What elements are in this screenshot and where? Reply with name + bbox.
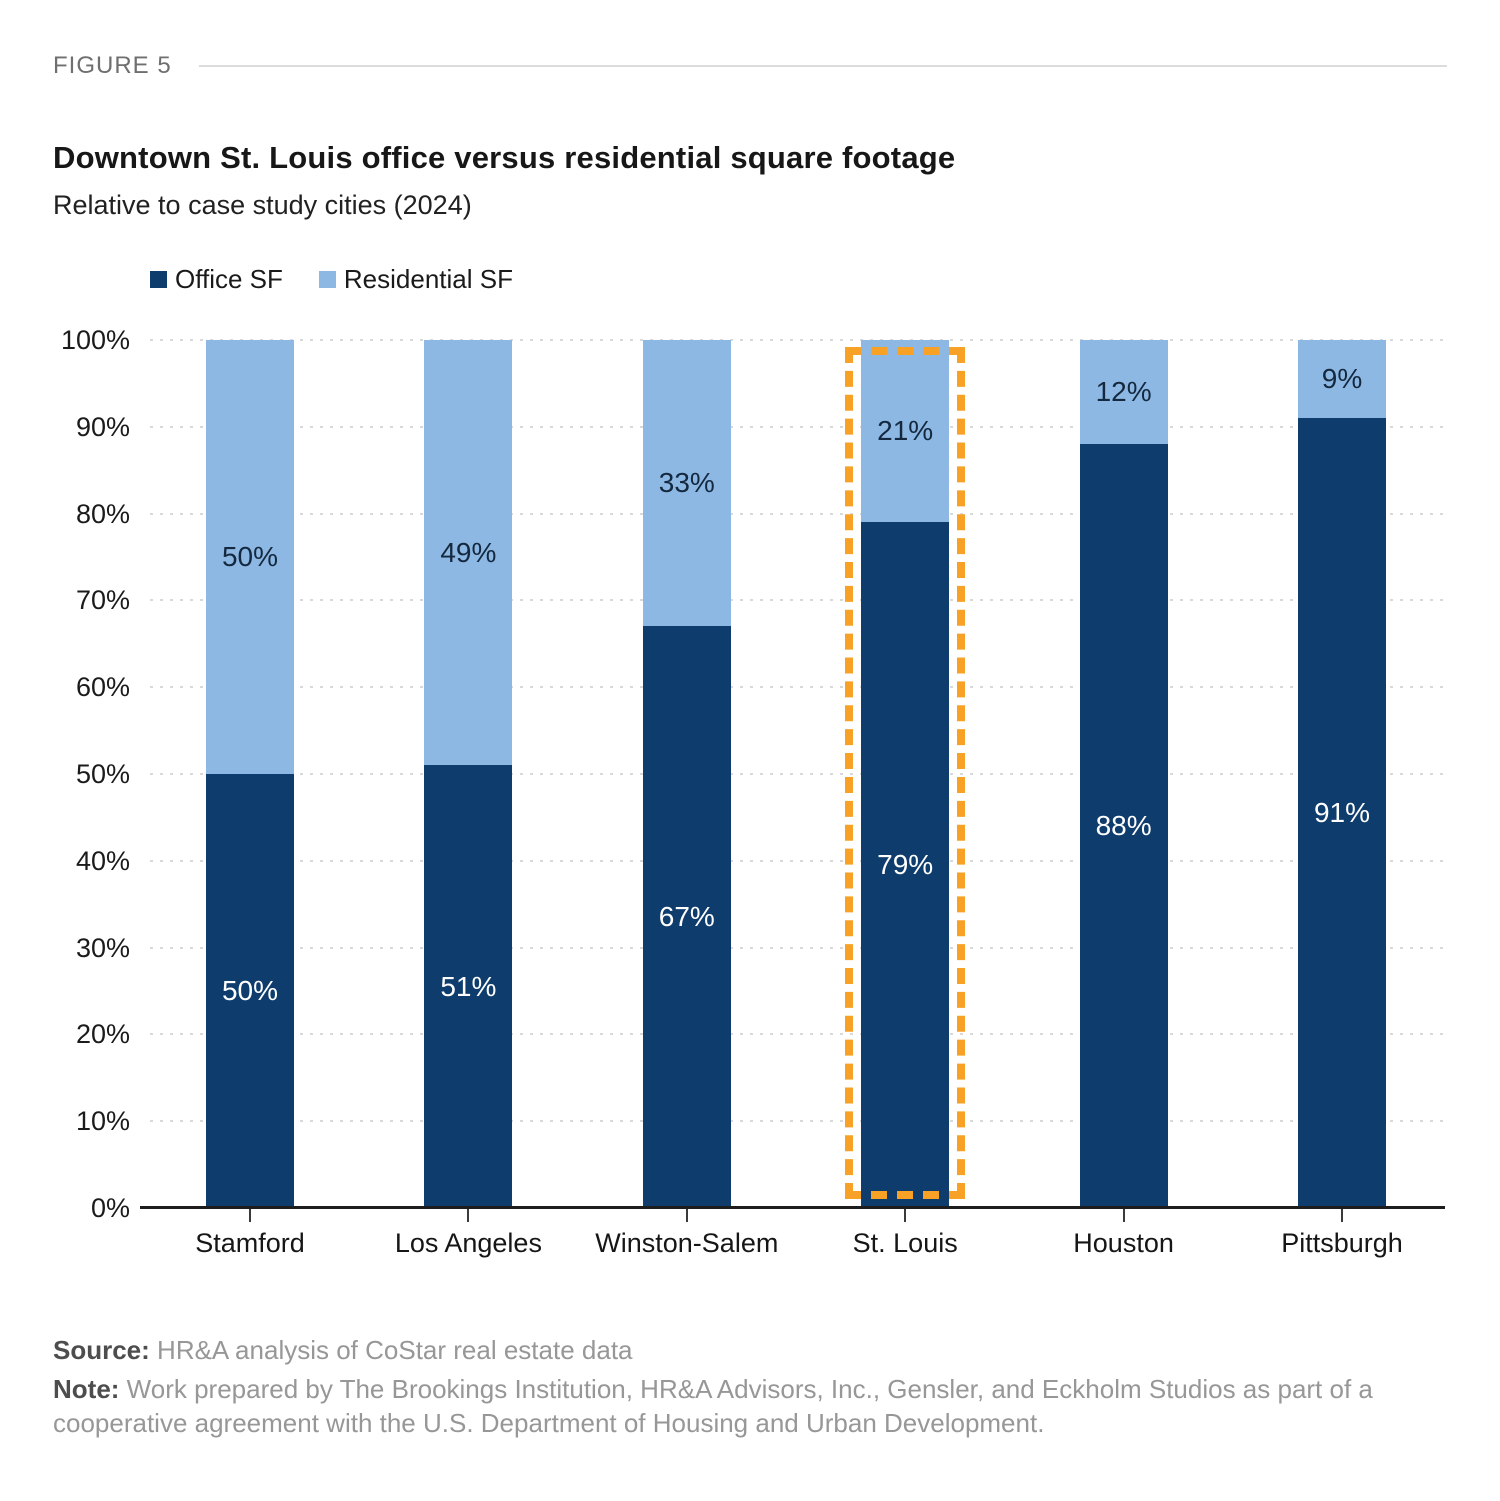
y-axis-label-40%: 40% <box>75 845 130 876</box>
chart-title: Downtown St. Louis office versus residen… <box>53 140 956 175</box>
bar-residential-Winston-Salem <box>642 340 731 627</box>
x-axis-label-Pittsburgh: Pittsburgh <box>1281 1228 1403 1258</box>
office-value-label-Winston-Salem: 67% <box>658 901 715 933</box>
figure-rule-line <box>199 65 1447 67</box>
bar-residential-Houston <box>1079 340 1168 445</box>
residential-value-label-Stamford: 50% <box>221 541 279 572</box>
x-axis-tick-Los Angeles <box>467 1209 470 1222</box>
residential-value-label-Pittsburgh: 9% <box>1321 363 1363 395</box>
y-axis-label-80%: 80% <box>75 498 130 529</box>
x-axis-label-Houston: Houston <box>1073 1228 1174 1258</box>
y-axis-label-30%: 30% <box>75 932 130 963</box>
legend-label-office: Office SF <box>175 264 283 294</box>
bar-office-Stamford <box>206 774 294 1208</box>
chart-legend: Office SF Residential SF <box>150 264 513 295</box>
y-axis-label-70%: 70% <box>75 585 130 616</box>
gridline-100% <box>150 339 1443 341</box>
office-value-label-St. Louis: 79% <box>877 849 934 881</box>
gridline-30% <box>150 946 1443 949</box>
chart-subtitle: Relative to case study cities (2024) <box>53 190 472 220</box>
x-axis-label-Winston-Salem: Winston-Salem <box>595 1228 779 1258</box>
residential-sf-swatch-icon <box>318 271 336 288</box>
figure-number-label: FIGURE 5 <box>53 52 172 79</box>
office-value-label-Houston: 88% <box>1095 810 1152 842</box>
residential-value-label-Los Angeles: 49% <box>440 536 497 568</box>
gridline-70% <box>150 599 1443 602</box>
residential-value-label-Houston: 12% <box>1095 376 1152 408</box>
y-axis-label-0%: 0% <box>90 1193 130 1223</box>
x-axis-tick-Pittsburgh <box>1341 1209 1343 1222</box>
gridline-10% <box>150 1120 1443 1123</box>
legend-item-office: Office SF <box>150 264 283 295</box>
x-axis-label-Los Angeles: Los Angeles <box>394 1228 542 1258</box>
note-label: Note: <box>53 1374 120 1404</box>
bar-residential-Stamford <box>206 340 294 774</box>
x-axis-tick-Winston-Salem <box>685 1209 688 1222</box>
office-value-label-Los Angeles: 51% <box>440 970 497 1002</box>
residential-value-label-St. Louis: 21% <box>877 415 934 447</box>
bar-residential-St. Louis <box>861 340 950 523</box>
gridline-80% <box>150 512 1443 515</box>
residential-value-label-Winston-Salem: 33% <box>658 467 715 499</box>
bar-office-Los Angeles <box>424 765 513 1208</box>
note-line: Note: Work prepared by The Brookings Ins… <box>53 1372 1453 1440</box>
legend-item-residential: Residential SF <box>318 264 513 295</box>
bar-residential-Los Angeles <box>424 340 513 766</box>
y-axis-label-20%: 20% <box>75 1019 130 1050</box>
office-sf-swatch-icon <box>150 271 167 288</box>
y-axis-label-10%: 10% <box>75 1106 130 1137</box>
source-label: Source: <box>53 1335 150 1365</box>
gridline-90% <box>150 425 1443 428</box>
y-axis-label-60%: 60% <box>75 672 130 703</box>
bar-office-Houston <box>1079 444 1168 1208</box>
x-axis-line <box>140 1206 1445 1209</box>
office-value-label-Stamford: 50% <box>221 975 279 1006</box>
y-axis-label-90%: 90% <box>75 411 130 442</box>
x-axis-label-Stamford: Stamford <box>195 1228 305 1258</box>
highlight-outline-St. Louis <box>845 347 966 1199</box>
gridline-40% <box>150 859 1443 862</box>
x-axis-tick-Houston <box>1122 1209 1125 1222</box>
x-axis-tick-St. Louis <box>904 1209 907 1222</box>
bar-office-Winston-Salem <box>642 626 731 1208</box>
bar-office-St. Louis <box>861 522 950 1208</box>
office-value-label-Pittsburgh: 91% <box>1313 797 1371 829</box>
gridline-60% <box>150 686 1443 689</box>
y-axis-label-50%: 50% <box>75 759 130 789</box>
x-axis-tick-Stamford <box>249 1209 251 1222</box>
gridline-50% <box>150 773 1443 775</box>
y-axis-label-100%: 100% <box>60 325 130 355</box>
source-line: Source: HR&A analysis of CoStar real est… <box>53 1332 1453 1368</box>
source-text: HR&A analysis of CoStar real estate data <box>149 1335 633 1365</box>
note-text: Work prepared by The Brookings Instituti… <box>53 1374 1373 1438</box>
bar-residential-Pittsburgh <box>1298 340 1386 419</box>
gridline-20% <box>150 1033 1443 1036</box>
legend-label-residential: Residential SF <box>343 264 513 294</box>
x-axis-label-St. Louis: St. Louis <box>852 1228 958 1258</box>
bar-office-Pittsburgh <box>1298 418 1386 1208</box>
